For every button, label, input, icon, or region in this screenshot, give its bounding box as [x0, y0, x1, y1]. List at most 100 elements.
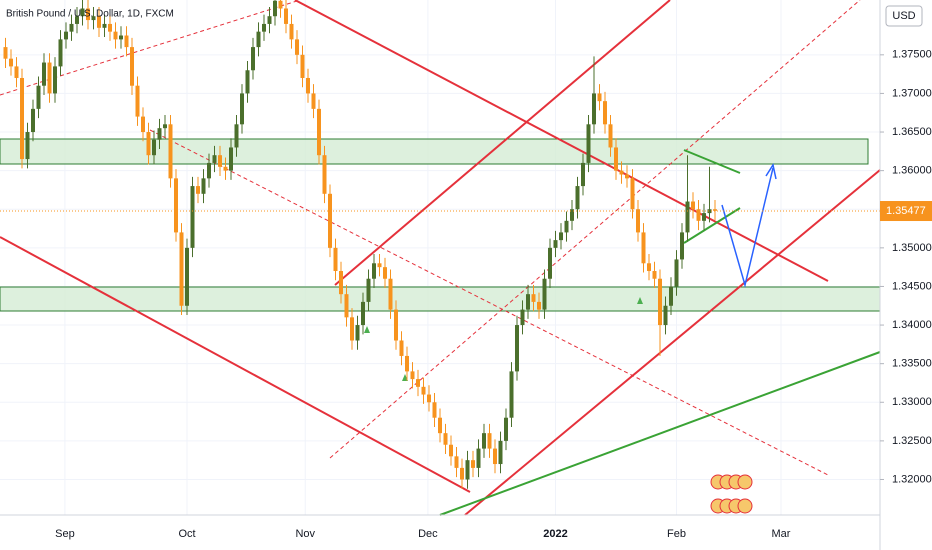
trendline	[334, 0, 671, 286]
candle-body	[636, 209, 640, 233]
candle-body	[284, 8, 288, 24]
y-tick-label: 1.34000	[892, 319, 932, 331]
candle-body	[273, 0, 277, 17]
candle-body	[592, 93, 596, 125]
candle-body	[201, 178, 206, 194]
candle-body	[328, 193, 332, 248]
candle-body	[614, 147, 618, 171]
candle-body	[449, 444, 453, 457]
event-icons	[710, 474, 753, 514]
candle-body	[163, 124, 167, 129]
candle-body	[3, 47, 8, 59]
trendline	[294, 0, 829, 282]
candle-body	[394, 309, 398, 341]
event-icon	[737, 498, 753, 514]
candle-body	[691, 201, 695, 210]
candle-body	[53, 66, 57, 94]
candle-body	[658, 278, 662, 326]
candle-body	[454, 456, 459, 468]
candle-body	[14, 66, 19, 78]
candle-body	[432, 402, 437, 418]
currency-label[interactable]: USD	[892, 10, 915, 22]
candle-body	[707, 209, 712, 214]
projection-arrow	[721, 167, 774, 288]
dashed-trendline	[149, 129, 829, 476]
candle-body	[256, 31, 261, 48]
candle-body	[339, 271, 343, 295]
candle-body	[575, 186, 580, 210]
candle-body	[526, 294, 530, 310]
candle-body	[306, 77, 310, 94]
candle-body	[174, 178, 178, 233]
candle-body	[240, 93, 244, 125]
currency-box[interactable]	[885, 5, 923, 27]
candle-body	[443, 433, 448, 445]
candle-body	[317, 108, 321, 156]
x-tick-label: Dec	[418, 528, 438, 540]
candle-body	[223, 166, 228, 171]
y-tick-label: 1.33000	[892, 396, 932, 408]
candle-body	[630, 178, 635, 210]
x-tick-label: Feb	[667, 528, 686, 540]
candle-body	[674, 259, 679, 287]
pattern-line	[683, 207, 741, 244]
candle-body	[185, 247, 189, 306]
candle-body	[69, 23, 74, 32]
chart-title: British Pound / U.S. Dollar, 1D, FXCM	[6, 9, 174, 20]
y-tick-label: 1.36000	[892, 165, 932, 177]
candle-body	[141, 116, 145, 133]
candle-body	[421, 386, 426, 395]
candle-body	[680, 232, 684, 260]
candle-body	[493, 448, 497, 465]
candle-body	[113, 31, 118, 40]
candle-body	[597, 93, 602, 102]
candle-body	[108, 23, 112, 32]
candle-body	[333, 247, 338, 272]
event-icon	[737, 474, 753, 490]
x-tick-label: Mar	[772, 528, 791, 540]
candle-body	[135, 85, 140, 117]
candle-body	[504, 417, 508, 441]
candle-body	[465, 460, 470, 480]
y-tick-label: 1.32000	[892, 473, 932, 485]
candle-body	[146, 132, 151, 156]
candle-body	[460, 467, 464, 480]
candle-body	[355, 325, 360, 341]
candle-body	[531, 294, 536, 302]
candle-body	[278, 0, 283, 9]
candle-body	[196, 186, 200, 194]
plot-area	[0, 0, 881, 516]
candle-body	[537, 301, 541, 310]
candle-body	[47, 62, 52, 94]
candle-body	[548, 247, 552, 279]
candle-body	[168, 124, 173, 179]
candle-body	[179, 232, 184, 306]
y-tick-label: 1.37000	[892, 87, 932, 99]
y-tick-label: 1.34500	[892, 280, 932, 292]
candle-body	[663, 305, 668, 326]
candle-body	[322, 155, 327, 194]
candle-body	[438, 417, 442, 434]
candle-body	[498, 440, 503, 465]
candle-body	[564, 220, 569, 233]
candle-body	[25, 132, 30, 160]
candle-body	[542, 278, 547, 310]
candle-body	[36, 85, 41, 109]
y-tick-label: 1.37500	[892, 49, 932, 61]
candle-body	[245, 70, 250, 94]
candle-body	[696, 209, 701, 221]
candle-body	[377, 263, 382, 268]
candle-body	[608, 124, 613, 148]
x-tick-label: 2022	[543, 528, 567, 540]
candle-body	[157, 128, 162, 140]
candle-body	[553, 240, 558, 248]
support-zone	[0, 138, 869, 165]
pattern-line	[683, 149, 741, 174]
candle-body	[471, 460, 475, 468]
last-price-label: 1.35477	[886, 205, 926, 217]
candle-body	[350, 317, 354, 341]
trendline	[0, 236, 471, 493]
candle-body	[190, 186, 195, 248]
